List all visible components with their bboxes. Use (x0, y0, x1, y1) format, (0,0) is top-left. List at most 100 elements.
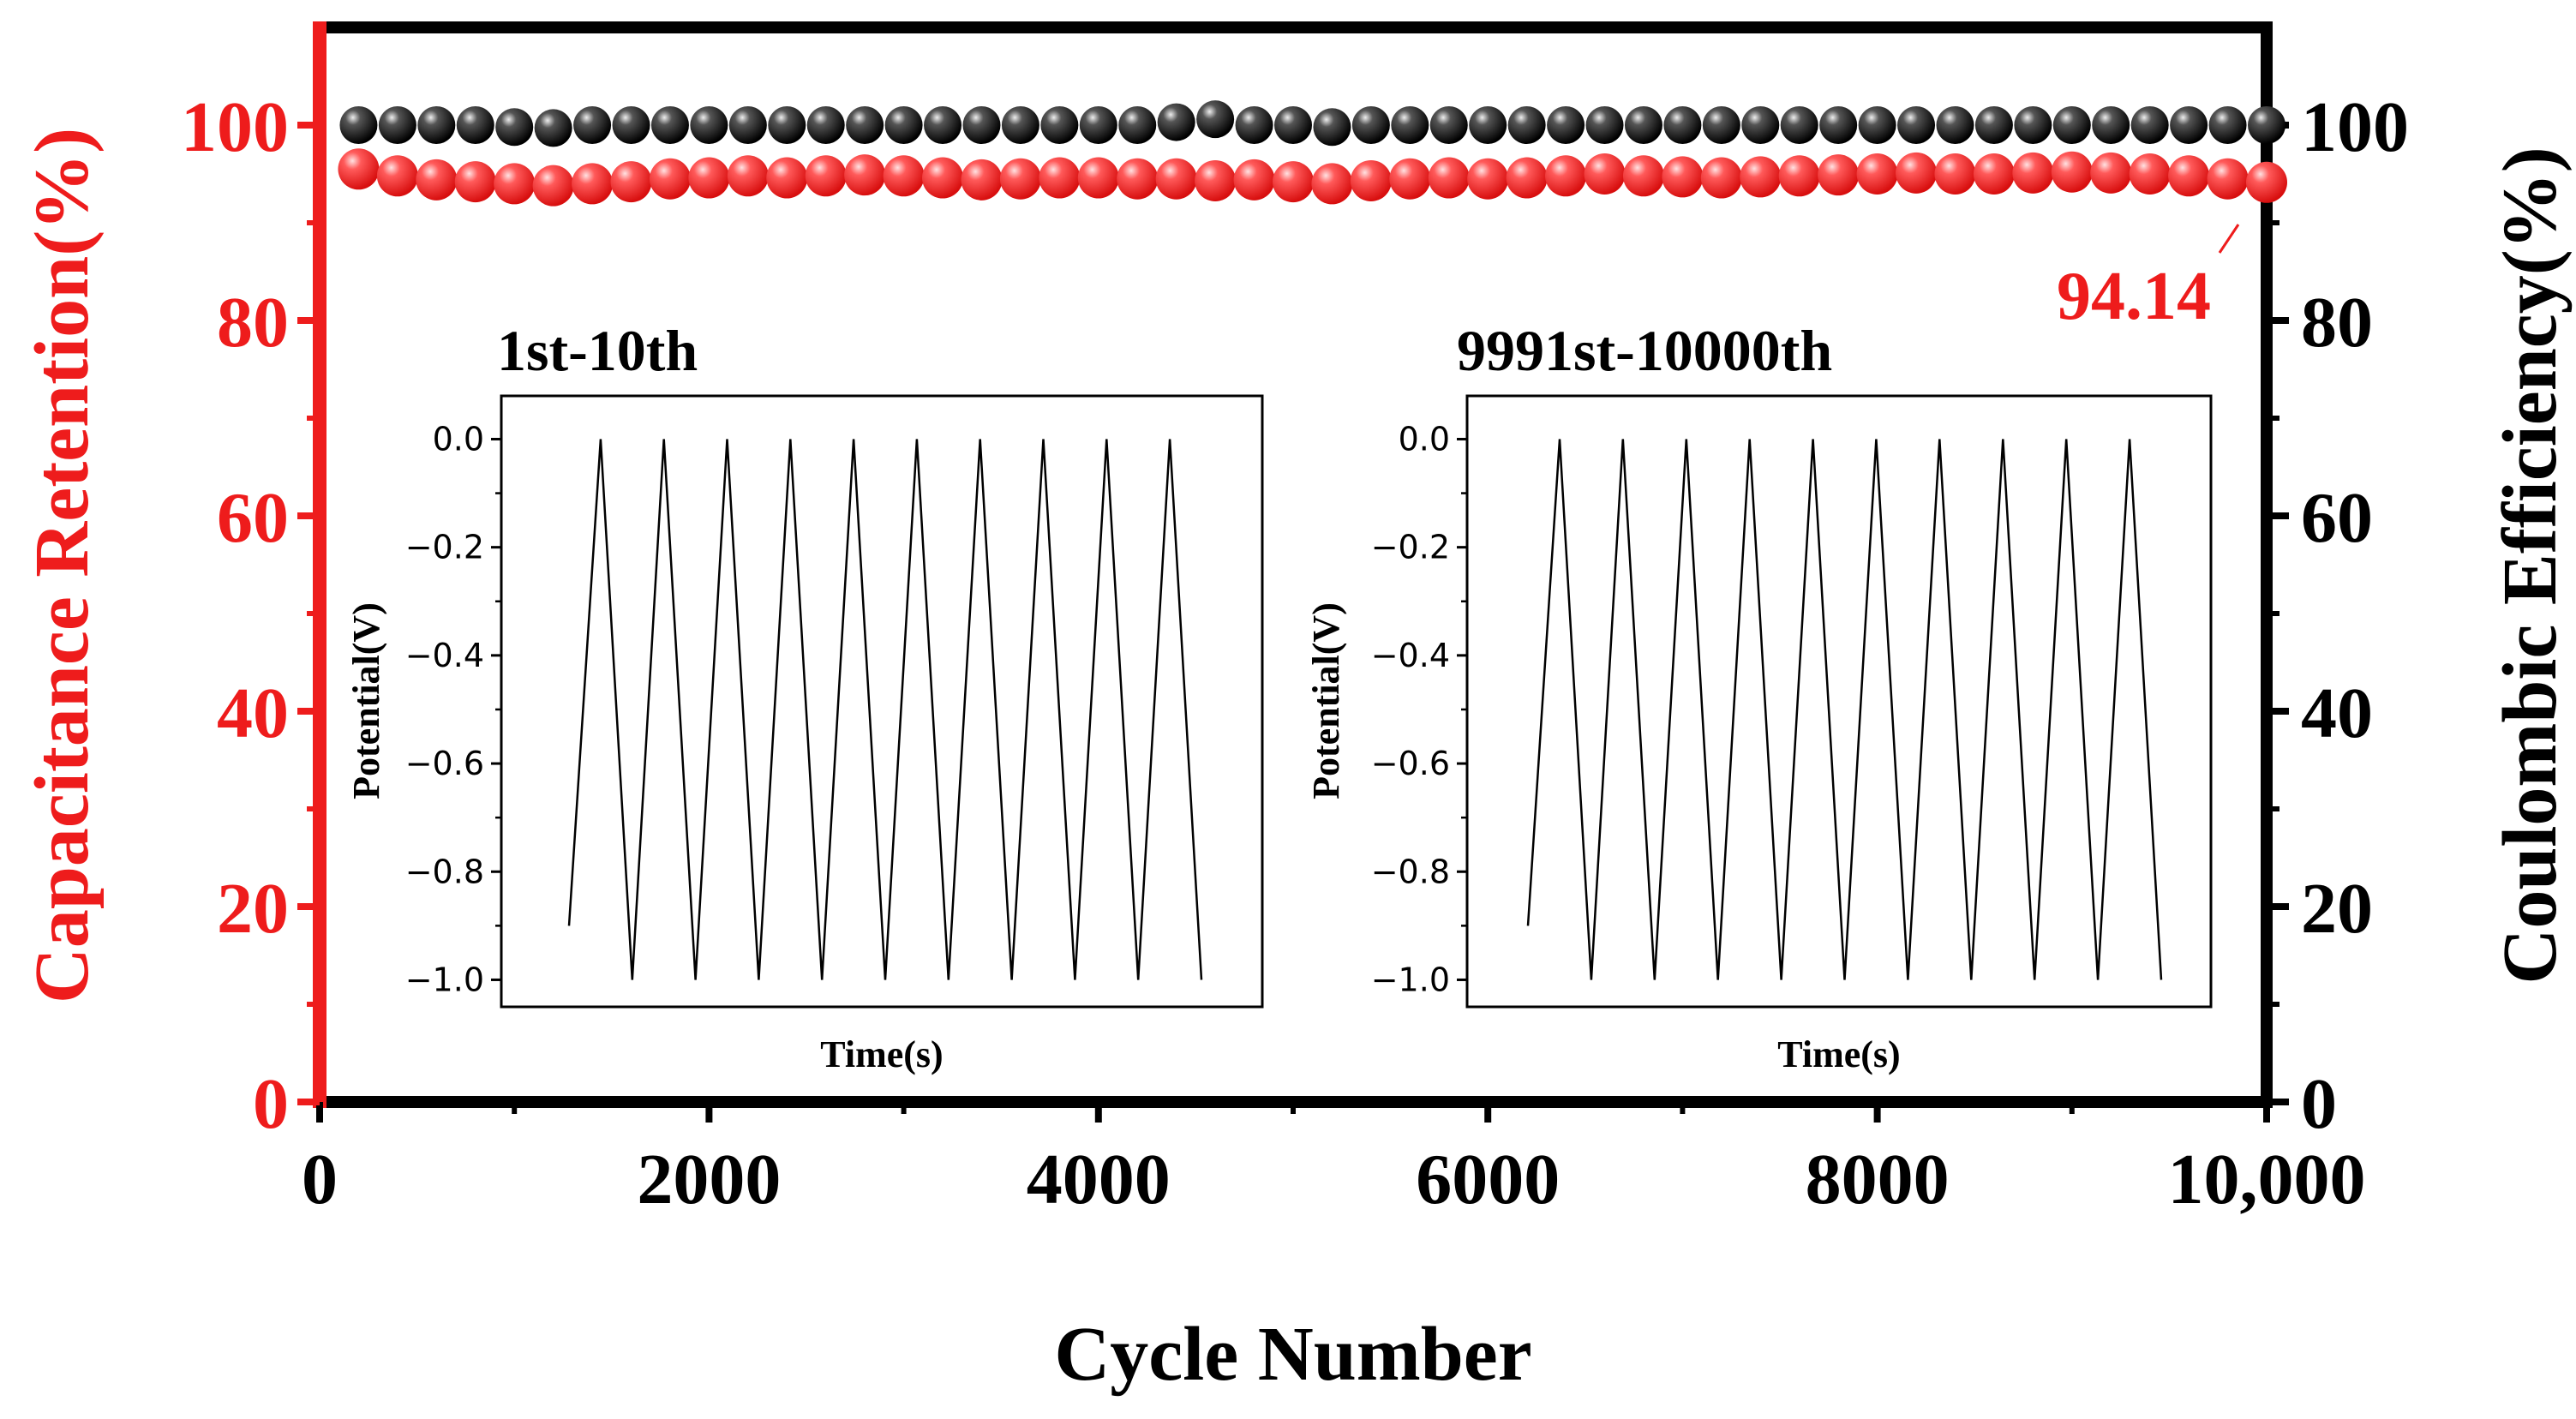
left-y-tick-label: 100 (181, 87, 289, 167)
inset-y-tick-label: −1.0 (405, 961, 484, 998)
retention-point (610, 161, 652, 203)
retention-point (649, 158, 691, 200)
retention-point (1584, 153, 1626, 195)
retention-annotation: 94.14 (2057, 259, 2211, 334)
inset-first-ylabel: Potential(V) (345, 602, 387, 799)
right-y-tick-label: 0 (2301, 1064, 2337, 1144)
efficiency-point (1741, 106, 1780, 144)
retention-point (2012, 152, 2054, 194)
retention-point (1934, 153, 1976, 195)
efficiency-point (1429, 106, 1468, 144)
left-y-tick-label: 40 (217, 674, 289, 753)
x-tick-label: 2000 (637, 1140, 781, 1219)
retention-point (1077, 157, 1119, 199)
inset-first-gcd-curve (567, 439, 1203, 980)
inset-first-xlabel: Time(s) (820, 1033, 943, 1075)
efficiency-point (1040, 106, 1079, 144)
left-axis-title: Capacitance Retention(%) (20, 128, 105, 1003)
retention-point (688, 157, 730, 199)
x-tick-label: 6000 (1416, 1140, 1560, 1219)
right-y-tick-label: 80 (2301, 283, 2373, 362)
efficiency-point (1819, 106, 1858, 144)
x-tick-label: 4000 (1027, 1140, 1171, 1219)
retention-point (2051, 151, 2093, 193)
left-y-tick-label: 60 (217, 478, 289, 558)
efficiency-point (650, 106, 689, 144)
efficiency-point (1313, 108, 1351, 147)
efficiency-point (612, 106, 650, 144)
retention-point (2207, 158, 2249, 200)
efficiency-point (1079, 106, 1117, 144)
retention-point (1039, 157, 1081, 199)
right-y-tick-label: 100 (2301, 87, 2409, 167)
retention-point (1545, 155, 1587, 197)
efficiency-point (1001, 106, 1039, 144)
retention-point (1700, 157, 1742, 199)
efficiency-point (1235, 106, 1273, 144)
efficiency-point (573, 106, 612, 144)
efficiency-point (1507, 106, 1546, 144)
retention-point (1389, 158, 1431, 200)
efficiency-point (1118, 106, 1157, 144)
efficiency-point (1157, 103, 1195, 141)
inset-y-tick-label: −0.2 (405, 529, 484, 566)
retention-point (494, 163, 536, 205)
efficiency-point (1897, 106, 1936, 144)
right-y-tick-label: 40 (2301, 674, 2373, 753)
right-y-tick-label: 60 (2301, 478, 2373, 558)
efficiency-point (1391, 106, 1429, 144)
inset-last: 0.0 −0.2 −0.4 −0.6 −0.8 −1.0 Potential(V) Tim… (1305, 394, 2213, 1075)
retention-point (1350, 159, 1392, 201)
efficiency-point (2248, 106, 2285, 144)
efficiency-point (1469, 106, 1507, 144)
retention-point (2090, 152, 2132, 194)
efficiency-point (1624, 106, 1662, 144)
left-y-tick-label: 80 (217, 283, 289, 362)
retention-point (844, 154, 886, 196)
inset-y-tick-label: −0.2 (1371, 529, 1450, 566)
efficiency-point (690, 106, 728, 144)
efficiency-point (1585, 106, 1624, 144)
right-y-tick-label: 20 (2301, 869, 2373, 949)
inset-y-tick-label: 0.0 (1399, 420, 1450, 458)
efficiency-point (884, 106, 923, 144)
x-tick-label: 10,000 (2168, 1140, 2366, 1219)
retention-point (999, 158, 1041, 200)
efficiency-point (1702, 106, 1740, 144)
retention-point (1856, 153, 1898, 195)
efficiency-point (728, 106, 767, 144)
efficiency-point (2208, 106, 2247, 144)
efficiency-point (2130, 106, 2169, 144)
retention-point (1896, 152, 1938, 194)
retention-point (727, 155, 769, 197)
efficiency-point (962, 106, 1001, 144)
efficiency-point (495, 108, 534, 147)
efficiency-point (2014, 106, 2052, 144)
efficiency-point (1663, 106, 1702, 144)
right-axis-title: Coulombic Efficiency(%) (2488, 147, 2573, 984)
inset-y-tick-label: −1.0 (1371, 961, 1450, 998)
retention-point (2168, 155, 2210, 197)
retention-point (1973, 153, 2015, 195)
retention-point (1195, 159, 1237, 201)
inset-last-ylabel: Potential(V) (1305, 602, 1347, 799)
efficiency-point (1351, 106, 1390, 144)
efficiency-point (534, 109, 572, 147)
efficiency-point (378, 106, 416, 144)
inset-last-title: 9991st-10000th (1457, 318, 1832, 383)
retention-point (1622, 155, 1664, 197)
x-tick-label: 0 (302, 1140, 338, 1219)
inset-y-tick-label: −0.8 (1371, 853, 1450, 890)
retention-point (1117, 158, 1159, 200)
efficiency-point (339, 106, 378, 144)
inset-first: 0.0 −0.2 −0.4 −0.6 −0.8 −1.0 Potential(V) Tim… (345, 394, 1264, 1075)
inset-y-tick-label: 0.0 (433, 420, 484, 458)
retention-point (416, 159, 458, 201)
retention-point (1467, 158, 1509, 200)
efficiency-point (806, 106, 845, 144)
annotation-leader (2218, 224, 2240, 254)
inset-last-gcd-curve (1526, 439, 2163, 980)
efficiency-point (768, 106, 806, 144)
inset-last-frame (1465, 394, 2213, 1009)
retention-point (1428, 157, 1470, 199)
